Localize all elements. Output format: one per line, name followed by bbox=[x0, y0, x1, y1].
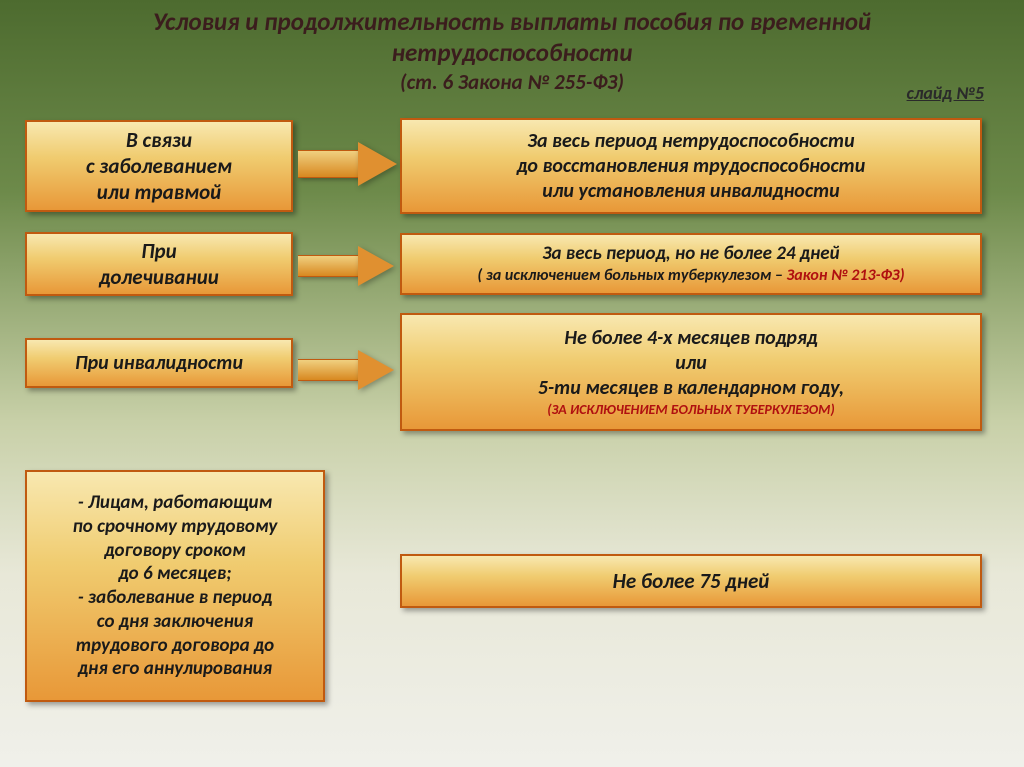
title-subtitle: (ст. 6 Закона № 255-ФЗ) bbox=[0, 69, 1024, 95]
left-box-1: Придолечивании bbox=[25, 232, 293, 296]
box-text-line: или bbox=[675, 351, 707, 376]
box-text-line: по срочному трудовому bbox=[73, 515, 278, 539]
box-text-line: 5-ти месяцев в календарном году, bbox=[538, 376, 844, 401]
box-text-line: Не более 4-х месяцев подряд bbox=[564, 326, 817, 351]
right-box-2: Не более 4-х месяцев подрядили5-ти месяц… bbox=[400, 313, 982, 431]
slide-background: Условия и продолжительность выплаты посо… bbox=[0, 0, 1024, 767]
box-text-line: - Лицам, работающим bbox=[78, 491, 272, 515]
box-text-line: или травмой bbox=[97, 179, 222, 205]
box-text-line: Не более 75 дней bbox=[613, 568, 770, 594]
box-text-line: до 6 месяцев; bbox=[119, 562, 232, 586]
right-box-1: За весь период, но не более 24 дней( за … bbox=[400, 233, 982, 295]
box-text-line: договору сроком bbox=[104, 539, 245, 563]
box-text-line: - заболевание в период bbox=[78, 586, 272, 610]
box-text-line: За весь период, но не более 24 дней bbox=[542, 242, 839, 266]
box-subtext: ( за исключением больных туберкулезом – … bbox=[477, 266, 904, 286]
box-text-line: трудового договора до bbox=[76, 634, 274, 658]
left-box-3: - Лицам, работающимпо срочному трудовому… bbox=[25, 470, 325, 702]
box-text-line: со дня заключения bbox=[97, 610, 254, 634]
box-text-line: В связи bbox=[126, 127, 192, 153]
right-box-0: За весь период нетрудоспособностидо восс… bbox=[400, 118, 982, 214]
slide-title: Условия и продолжительность выплаты посо… bbox=[0, 0, 1024, 95]
box-text-line: дня его аннулирования bbox=[78, 657, 272, 681]
box-text-line: долечивании bbox=[99, 264, 219, 290]
box-text-line: При инвалидности bbox=[75, 351, 243, 376]
right-box-3: Не более 75 дней bbox=[400, 554, 982, 608]
box-redline: (ЗА ИСКЛЮЧЕНИЕМ БОЛЬНЫХ ТУБЕРКУЛЕЗОМ) bbox=[547, 401, 834, 419]
title-line-2: нетрудоспособности bbox=[0, 37, 1024, 68]
box-text-line: до восстановления трудоспособности bbox=[517, 154, 866, 179]
title-line-1: Условия и продолжительность выплаты посо… bbox=[0, 6, 1024, 37]
left-box-2: При инвалидности bbox=[25, 338, 293, 388]
slide-number-label: слайд №5 bbox=[907, 82, 984, 104]
box-text-line: За весь период нетрудоспособности bbox=[527, 129, 854, 154]
box-text-line: При bbox=[141, 238, 176, 264]
box-text-line: или установления инвалидности bbox=[542, 179, 839, 204]
left-box-0: В связис заболеваниемили травмой bbox=[25, 120, 293, 212]
box-text-line: с заболеванием bbox=[86, 153, 232, 179]
